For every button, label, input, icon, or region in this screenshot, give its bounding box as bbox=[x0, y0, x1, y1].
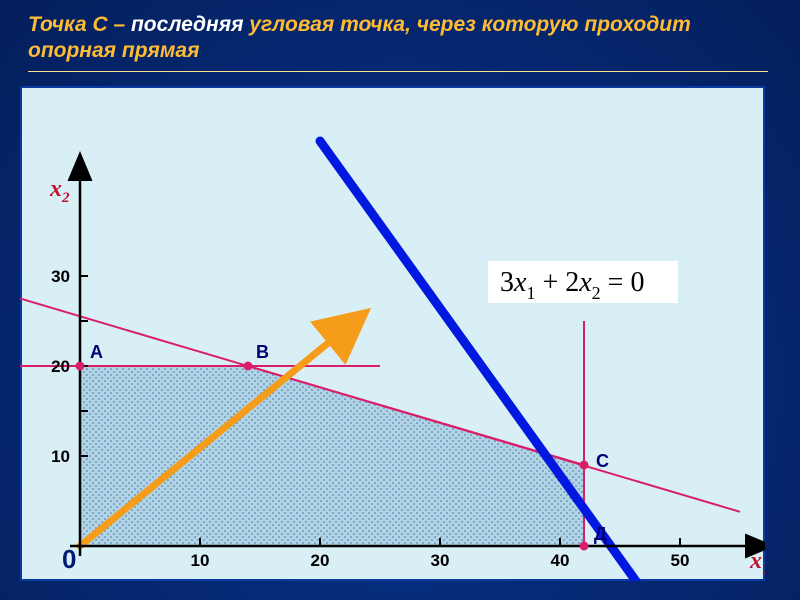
point-Д bbox=[580, 542, 588, 550]
y-tick-label: 20 bbox=[51, 357, 70, 376]
x-tick-label: 30 bbox=[431, 551, 450, 570]
point-B bbox=[244, 362, 252, 370]
y-tick-label: 30 bbox=[51, 267, 70, 286]
point-label-C: C bbox=[596, 451, 609, 471]
slide-title: Точка С – последняя угловая точка, через… bbox=[28, 12, 768, 72]
origin-label: 0 bbox=[62, 544, 76, 574]
x-tick-label: 20 bbox=[311, 551, 330, 570]
y-tick-label: 10 bbox=[51, 447, 70, 466]
x-tick-label: 10 bbox=[191, 551, 210, 570]
title-part-1: последняя bbox=[131, 13, 249, 36]
y-axis-label: x2 bbox=[49, 176, 70, 206]
x-tick-label: 40 bbox=[551, 551, 570, 570]
feasible-region bbox=[80, 366, 584, 546]
x-axis-label: x1 bbox=[749, 548, 765, 578]
point-C bbox=[580, 461, 588, 469]
point-label-A: A bbox=[90, 342, 103, 362]
equation-text: 3x1 + 2x2 = 0 bbox=[500, 267, 644, 303]
x-tick-label: 50 bbox=[671, 551, 690, 570]
title-part-0: Точка С – bbox=[28, 13, 131, 36]
chart-svg: 10 20 30 40 50 10 20 30 0 x2 x1 A B C Д 3x1 + 2x2 = 0 bbox=[20, 86, 765, 581]
point-A bbox=[76, 362, 84, 370]
chart-panel: 10 20 30 40 50 10 20 30 0 x2 x1 A B C Д 3x1 + 2x2 = 0 bbox=[20, 86, 765, 581]
point-label-Д: Д bbox=[594, 524, 607, 544]
point-label-B: B bbox=[256, 342, 269, 362]
